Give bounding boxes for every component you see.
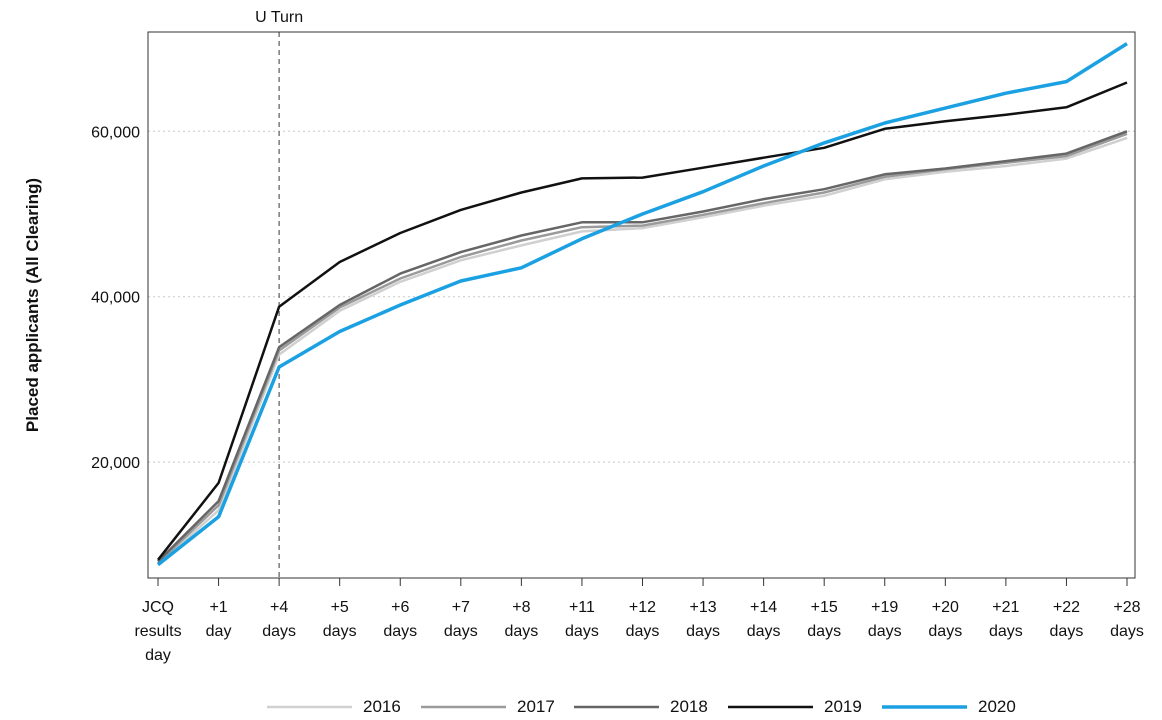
x-tick-label: +19 days [868, 599, 902, 640]
x-tick-label-line: day [206, 623, 232, 640]
x-tick-label-line: days [383, 623, 417, 640]
u-turn-label: U Turn [255, 9, 303, 26]
x-tick-label: +15 days [807, 599, 841, 640]
x-tick-label: +7 days [444, 599, 478, 640]
x-tick-label-line: +11 [569, 599, 595, 616]
series-line-2016 [157, 136, 1128, 566]
y-axis-tick-labels: 20,000 40,000 60,000 [91, 124, 140, 472]
x-tick-label-line: days [444, 623, 478, 640]
x-tick-label-line: +14 [750, 599, 777, 616]
legend-label-2018: 2018 [670, 697, 708, 715]
x-tick-label: +28 days [1110, 599, 1144, 640]
x-tick-label: +22 days [1050, 599, 1084, 640]
x-tick-label: +8 days [504, 599, 538, 640]
x-tick-label: +21 days [989, 599, 1023, 640]
x-tick-label-line: +4 [270, 599, 288, 616]
x-tick-label-line: +8 [512, 599, 530, 616]
x-tick-label: +4 days [262, 599, 296, 640]
legend-label-2017: 2017 [517, 697, 555, 715]
legend-label-2019: 2019 [824, 697, 862, 715]
x-tick-label-line: days [989, 623, 1023, 640]
series-line-2020 [156, 42, 1128, 567]
x-tick-label-line: +6 [391, 599, 409, 616]
x-tick-label-line: days [928, 623, 962, 640]
x-tick-label-line: days [323, 623, 357, 640]
x-tick-label-line: days [807, 623, 841, 640]
x-tick-label: +11 days [565, 599, 599, 640]
x-axis-tick-labels: JCQ results day +1 day +4 days +5 days +6 days +7 da… [134, 599, 1143, 664]
u-turn-annotation: U Turn [255, 9, 303, 578]
x-axis-ticks [157, 578, 1128, 586]
grid-lines [148, 130, 1135, 463]
x-tick-label-line: +12 [629, 599, 656, 616]
y-tick-label: 60,000 [91, 124, 140, 141]
y-tick-label: 40,000 [91, 290, 140, 307]
x-tick-label: +13 days [686, 599, 720, 640]
x-tick-label-line: days [747, 623, 781, 640]
y-tick-label: 20,000 [91, 455, 140, 472]
x-tick-label-line: +7 [452, 599, 470, 616]
series-line-2017 [157, 132, 1128, 565]
x-tick-label-line: +1 [209, 599, 227, 616]
x-tick-label-line: +13 [689, 599, 716, 616]
x-tick-label-line: days [504, 623, 538, 640]
x-tick-label-line: days [565, 623, 599, 640]
legend: 2016 2017 2018 2019 2020 [267, 697, 1016, 716]
x-tick-label: +6 days [383, 599, 417, 640]
x-tick-label-line: days [1110, 623, 1144, 640]
x-tick-label-line: days [262, 623, 296, 640]
y-axis-label: Placed applicants (All Clearing) [23, 178, 42, 432]
x-tick-label: JCQ results day [134, 599, 181, 664]
series-line-2019 [157, 81, 1128, 561]
x-tick-label-line: +21 [992, 599, 1019, 616]
x-tick-label-line: days [1050, 623, 1084, 640]
series-lines [156, 42, 1128, 567]
x-tick-label-line: days [686, 623, 720, 640]
x-tick-label: +14 days [747, 599, 781, 640]
x-tick-label-line: +20 [932, 599, 959, 616]
series-line-2018 [157, 130, 1128, 563]
x-tick-label-line: days [868, 623, 902, 640]
x-tick-label: +1 day [206, 599, 232, 640]
x-tick-label-line: +28 [1113, 599, 1140, 616]
x-tick-label: +20 days [928, 599, 962, 640]
legend-label-2020: 2020 [978, 697, 1016, 715]
x-tick-label-line: +5 [331, 599, 349, 616]
x-tick-label-line: +19 [871, 599, 898, 616]
legend-label-2016: 2016 [363, 697, 401, 715]
x-tick-label-line: JCQ [142, 599, 174, 616]
x-tick-label-line: +15 [811, 599, 838, 616]
x-tick-label-line: day [145, 647, 171, 664]
x-tick-label-line: +22 [1053, 599, 1080, 616]
x-tick-label-line: days [626, 623, 660, 640]
x-tick-label-line: results [134, 623, 181, 640]
plot-frame [147, 31, 1136, 579]
x-tick-label: +12 days [626, 599, 660, 640]
x-tick-label: +5 days [323, 599, 357, 640]
